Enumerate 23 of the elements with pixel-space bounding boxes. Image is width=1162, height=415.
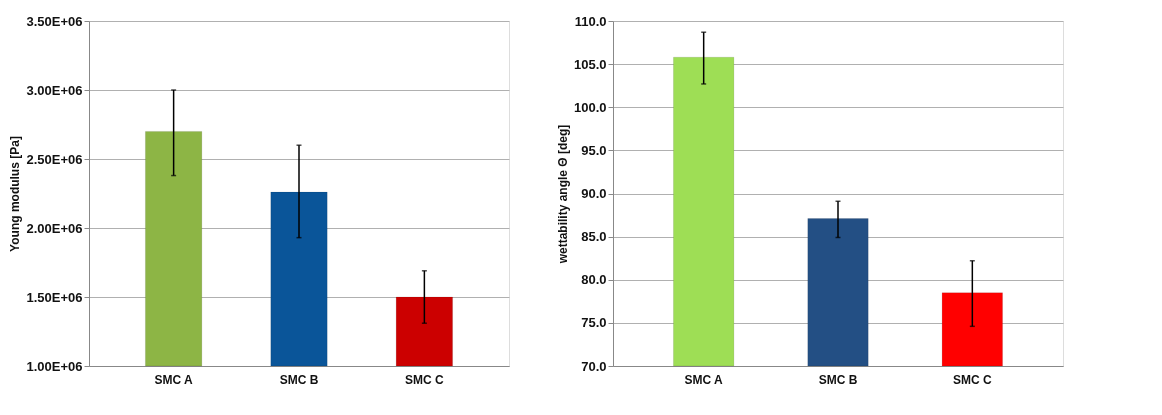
x-tick-label: SMC C — [405, 372, 445, 387]
x-tick-label: SMC B — [279, 372, 319, 387]
x-tick-label: SMC A — [684, 372, 724, 387]
y-tick-label: 2.50E+06 — [26, 151, 83, 167]
y-tick-label: 80.0 — [581, 272, 607, 288]
x-tick-label: SMC A — [154, 372, 194, 387]
y-axis-title: wettability angle Θ [deg] — [555, 124, 570, 265]
y-tick-label: 85.0 — [581, 229, 607, 245]
y-tick-label: 100.0 — [573, 99, 607, 115]
y-tick-label: 1.00E+06 — [26, 358, 83, 374]
y-tick-label: 105.0 — [573, 56, 607, 72]
y-tick-label: 2.00E+06 — [26, 220, 83, 236]
y-tick-label: 75.0 — [581, 315, 607, 331]
y-tick-label: 95.0 — [581, 142, 607, 158]
y-tick-label: 3.50E+06 — [26, 13, 83, 29]
x-tick-label: SMC C — [952, 372, 992, 387]
y-axis-title: Young modulus [Pa] — [8, 136, 23, 252]
y-tick-label: 70.0 — [581, 358, 607, 374]
y-tick-label: 90.0 — [581, 186, 607, 201]
y-tick-label: 110.0 — [574, 13, 607, 29]
y-tick-label: 1.50E+06 — [26, 289, 83, 305]
x-tick-label: SMC B — [818, 372, 858, 387]
y-tick-label: 3.00E+06 — [26, 82, 83, 98]
